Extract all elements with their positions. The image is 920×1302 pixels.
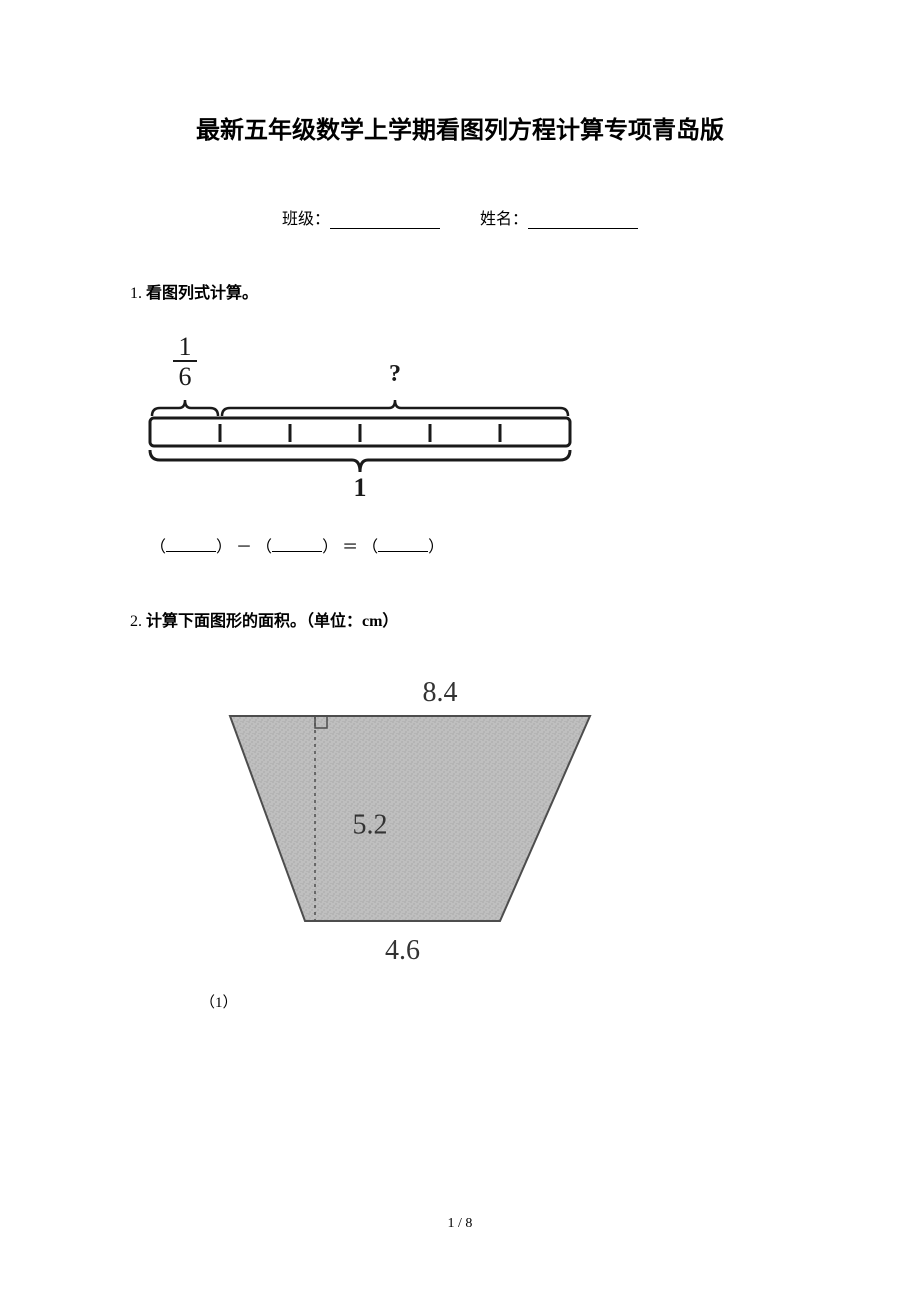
student-info: 班级： 姓名： xyxy=(130,205,790,229)
eq: ＝ xyxy=(342,539,358,556)
question-2: 2. 计算下面图形的面积。（单位：cm） xyxy=(130,607,790,631)
figure-2-wrap: 8.4 5.2 4.6 （1） xyxy=(200,661,790,1012)
rp1: ） xyxy=(216,539,232,556)
rp3: ） xyxy=(428,539,444,556)
lp3: （ xyxy=(362,539,378,556)
trapezoid-diagram: 8.4 5.2 4.6 xyxy=(200,661,620,981)
svg-text:6: 6 xyxy=(179,362,192,391)
q1-number: 1. xyxy=(130,285,142,302)
page-container: 最新五年级数学上学期看图列方程计算专项青岛版 班级： 姓名： 1. 看图列式计算… xyxy=(0,0,920,1012)
equation-fill: （ ） － （ ） ＝ （ ） xyxy=(150,533,790,557)
rp2: ） xyxy=(322,539,338,556)
minus: － xyxy=(236,539,252,556)
blank-2[interactable] xyxy=(272,538,322,552)
page-title: 最新五年级数学上学期看图列方程计算专项青岛版 xyxy=(130,110,790,145)
name-blank[interactable] xyxy=(528,211,638,229)
name-label: 姓名： xyxy=(480,211,528,228)
class-blank[interactable] xyxy=(330,211,440,229)
svg-text:4.6: 4.6 xyxy=(385,935,420,966)
figure-1: 16?1 xyxy=(140,333,790,513)
svg-text:8.4: 8.4 xyxy=(423,677,458,708)
lp1: （ xyxy=(150,539,166,556)
svg-text:5.2: 5.2 xyxy=(353,810,388,841)
page-number: 1 / 8 xyxy=(0,1216,920,1232)
question-1: 1. 看图列式计算。 xyxy=(130,279,790,303)
number-line-diagram: 16?1 xyxy=(140,333,580,508)
q2-text: 计算下面图形的面积。（单位：cm） xyxy=(146,613,398,630)
blank-3[interactable] xyxy=(378,538,428,552)
class-label: 班级： xyxy=(282,211,330,228)
svg-text:1: 1 xyxy=(179,333,192,361)
blank-1[interactable] xyxy=(166,538,216,552)
sub-label-1: （1） xyxy=(200,991,790,1012)
svg-text:1: 1 xyxy=(354,473,367,502)
q2-number: 2. xyxy=(130,613,142,630)
svg-text:?: ? xyxy=(389,361,401,387)
q1-text: 看图列式计算。 xyxy=(146,285,258,302)
lp2: （ xyxy=(256,539,272,556)
